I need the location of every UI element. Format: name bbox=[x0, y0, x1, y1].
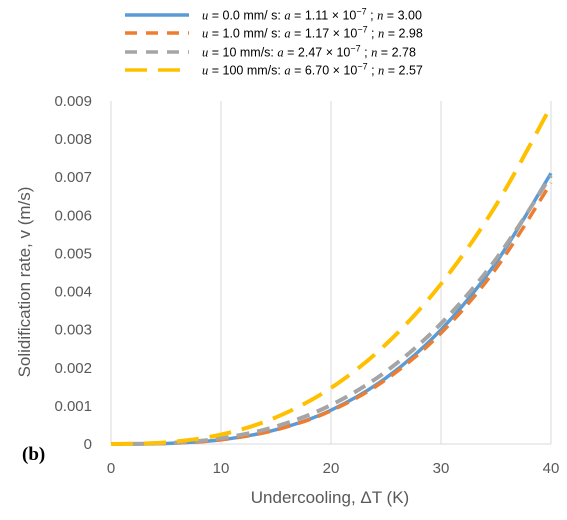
tick-labels: 0 10 20 30 40 0 0.001 0.002 0.003 0.004 0.005 0.006… bbox=[54, 93, 559, 477]
legend-u-value: 10 mm/s: bbox=[223, 46, 274, 60]
y-tick-label: 0.006 bbox=[54, 207, 92, 224]
legend-n-value: 2.57 bbox=[399, 64, 423, 78]
y-tick-label: 0.008 bbox=[54, 131, 92, 148]
x-tick-label: 20 bbox=[323, 460, 340, 477]
legend-a-exponent: −7 bbox=[356, 7, 366, 17]
legend-n-value: 3.00 bbox=[398, 9, 422, 23]
legend-a-value: 1.11 × 10 bbox=[305, 9, 357, 23]
y-tick-label: 0.009 bbox=[54, 93, 92, 110]
data-series bbox=[110, 105, 553, 446]
series-line-3 bbox=[110, 105, 553, 446]
x-tick-label: 40 bbox=[543, 460, 560, 477]
legend-n-value: 2.98 bbox=[399, 27, 423, 41]
y-tick-label: 0.007 bbox=[54, 169, 92, 186]
legend-entry-0: u = 0.0 mm/ s: a = 1.11 × 10−7 ; n = 3.0… bbox=[202, 7, 422, 23]
x-axis-title: Undercooling, ΔT (K) bbox=[251, 488, 409, 507]
legend: u = 0.0 mm/ s: a = 1.11 × 10−7 ; n = 3.0… bbox=[125, 7, 423, 78]
legend-u-value: 1.0 mm/ s: bbox=[223, 27, 281, 41]
legend-n-value: 2.78 bbox=[392, 46, 416, 60]
legend-entry-2: u = 10 mm/s: a = 2.47 × 10−7 ; n = 2.78 bbox=[202, 44, 416, 60]
legend-u-value: 100 mm/s: bbox=[223, 64, 281, 78]
legend-a-value: 6.70 × 10 bbox=[305, 64, 358, 78]
legend-a-value: 2.47 × 10 bbox=[298, 46, 351, 60]
y-tick-label: 0 bbox=[84, 436, 92, 453]
x-tick-label: 30 bbox=[433, 460, 450, 477]
legend-a-exponent: −7 bbox=[357, 62, 367, 72]
y-tick-label: 0.005 bbox=[54, 245, 92, 262]
y-axis-title: Solidification rate, v (m/s) bbox=[15, 187, 34, 378]
series-line-1 bbox=[110, 182, 553, 446]
panel-label: (b) bbox=[22, 444, 45, 465]
grid-lines bbox=[110, 101, 552, 444]
legend-a-exponent: −7 bbox=[350, 44, 360, 54]
legend-entry-3: u = 100 mm/s: a = 6.70 × 10−7 ; n = 2.57 bbox=[202, 62, 423, 78]
y-tick-label: 0.003 bbox=[54, 322, 92, 339]
y-tick-label: 0.002 bbox=[54, 360, 92, 377]
y-tick-label: 0.004 bbox=[54, 284, 92, 301]
x-tick-label: 0 bbox=[107, 460, 115, 477]
legend-a-exponent: −7 bbox=[357, 25, 367, 35]
x-tick-label: 10 bbox=[213, 460, 230, 477]
series-line-2 bbox=[110, 174, 553, 446]
legend-u-value: 0.0 mm/ s: bbox=[223, 9, 281, 23]
legend-a-value: 1.17 × 10 bbox=[305, 27, 358, 41]
y-tick-label: 0.001 bbox=[54, 398, 92, 415]
legend-entry-1: u = 1.0 mm/ s: a = 1.17 × 10−7 ; n = 2.9… bbox=[202, 25, 423, 41]
